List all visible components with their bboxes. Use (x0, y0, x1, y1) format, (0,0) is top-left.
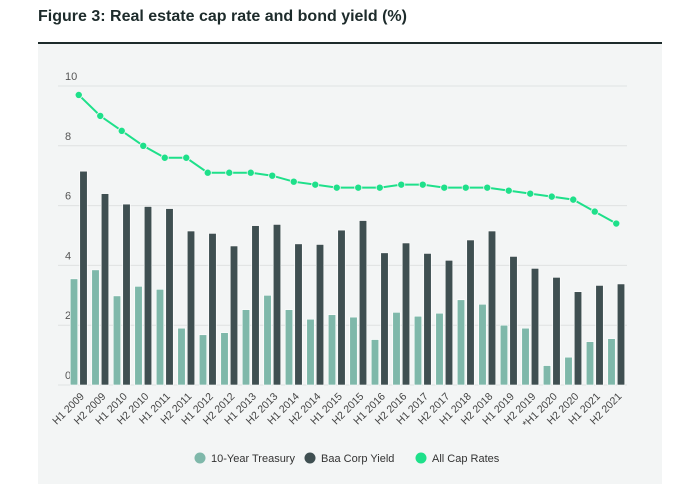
y-tick-label: 4 (65, 250, 71, 262)
bar-treasury (456, 299, 466, 386)
bar-baa (315, 244, 325, 386)
point-cap-rate (268, 171, 277, 180)
point-cap-rate (612, 219, 621, 228)
point-cap-rate (418, 180, 427, 189)
point-cap-rate (590, 207, 599, 216)
legend-marker (194, 452, 206, 464)
point-cap-rate (74, 90, 83, 99)
y-tick-label: 6 (65, 191, 71, 203)
bar-treasury (198, 334, 208, 386)
y-tick-label: 10 (65, 71, 77, 83)
bar-treasury (413, 315, 423, 386)
bar-baa (573, 291, 583, 386)
bar-baa (294, 243, 303, 386)
bar-treasury (370, 339, 380, 386)
bar-treasury (177, 327, 186, 386)
legend-marker (304, 452, 316, 464)
point-cap-rate (547, 192, 556, 201)
point-cap-rate (440, 183, 449, 192)
bar-treasury (542, 365, 552, 386)
bar-baa (337, 229, 346, 386)
bar-baa (530, 268, 540, 386)
point-cap-rate (397, 180, 406, 189)
bar-treasury (91, 269, 100, 386)
bar-baa (616, 283, 626, 386)
point-cap-rate (332, 183, 341, 192)
legend-label: Baa Corp Yield (321, 453, 394, 465)
point-cap-rate (139, 141, 148, 150)
bar-treasury (134, 286, 143, 386)
bar-treasury (327, 314, 337, 386)
bar-baa (79, 170, 88, 386)
bar-baa (251, 225, 260, 386)
bar-treasury (435, 312, 444, 386)
title-divider (38, 42, 662, 44)
bar-baa (509, 256, 518, 386)
y-tick-label: 2 (65, 310, 71, 322)
bar-treasury (521, 327, 530, 386)
point-cap-rate (483, 183, 492, 192)
bar-treasury (263, 294, 272, 386)
bar-baa (487, 230, 497, 386)
point-cap-rate (311, 180, 320, 189)
bar-baa (466, 239, 475, 386)
bar-treasury (564, 356, 573, 386)
point-cap-rate (117, 126, 126, 135)
bar-treasury (607, 338, 616, 386)
bar-baa (165, 208, 174, 386)
chart-panel (38, 44, 662, 484)
bar-baa (552, 277, 561, 386)
point-cap-rate (526, 189, 535, 198)
point-cap-rate (461, 183, 470, 192)
bar-baa (122, 203, 131, 386)
bar-treasury (241, 309, 251, 386)
legend-label: 10-Year Treasury (211, 453, 295, 465)
bar-treasury (284, 309, 294, 386)
point-cap-rate (569, 195, 578, 204)
point-cap-rate (203, 168, 212, 177)
bar-treasury (585, 341, 595, 386)
bar-baa (208, 233, 217, 386)
bar-baa (272, 224, 282, 386)
bar-baa (595, 285, 604, 386)
legend-marker (415, 452, 427, 464)
bar-treasury (478, 303, 487, 386)
y-tick-label: 8 (65, 131, 71, 143)
bar-baa (100, 193, 110, 386)
point-cap-rate (246, 168, 255, 177)
bar-treasury (306, 318, 315, 386)
point-cap-rate (225, 168, 234, 177)
line-cap-rates (78, 94, 617, 225)
point-cap-rate (96, 111, 105, 120)
bar-baa (401, 242, 411, 386)
bar-treasury (349, 316, 358, 386)
bar-treasury (392, 312, 401, 386)
bar-treasury (69, 278, 79, 386)
bar-baa (143, 206, 153, 386)
point-cap-rate (182, 153, 191, 162)
bar-baa (229, 245, 239, 386)
legend-label: All Cap Rates (432, 453, 500, 465)
point-cap-rate (375, 183, 384, 192)
bar-treasury (220, 332, 229, 386)
bar-treasury (112, 295, 122, 386)
bar-baa (380, 252, 389, 386)
y-tick-label: 0 (65, 370, 71, 382)
bar-treasury (499, 324, 509, 386)
point-cap-rate (504, 186, 513, 195)
point-cap-rate (354, 183, 363, 192)
bar-baa (423, 253, 432, 386)
point-cap-rate (160, 153, 169, 162)
bar-baa (186, 230, 196, 386)
bar-baa (358, 220, 368, 386)
chart-title: Figure 3: Real estate cap rate and bond … (38, 8, 407, 25)
bar-treasury (155, 289, 165, 386)
point-cap-rate (289, 177, 298, 186)
bar-baa (444, 260, 454, 386)
